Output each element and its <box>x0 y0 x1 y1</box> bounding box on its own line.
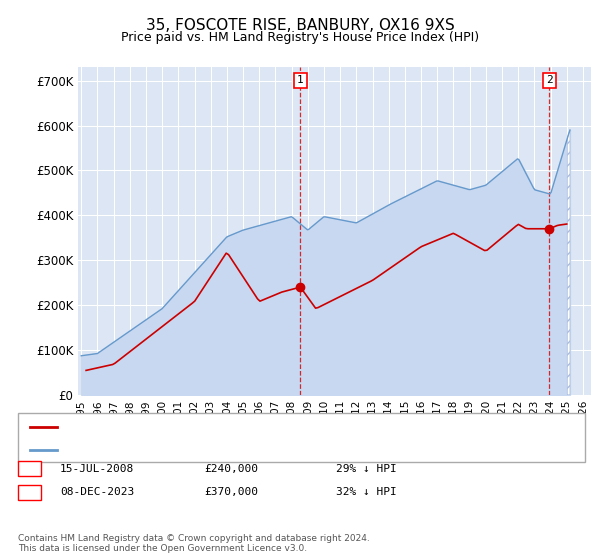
Text: £370,000: £370,000 <box>204 487 258 497</box>
Text: 2: 2 <box>546 76 553 85</box>
Text: Price paid vs. HM Land Registry's House Price Index (HPI): Price paid vs. HM Land Registry's House … <box>121 31 479 44</box>
Text: 15-JUL-2008: 15-JUL-2008 <box>60 464 134 474</box>
Text: 08-DEC-2023: 08-DEC-2023 <box>60 487 134 497</box>
Text: Contains HM Land Registry data © Crown copyright and database right 2024.
This d: Contains HM Land Registry data © Crown c… <box>18 534 370 553</box>
Text: £240,000: £240,000 <box>204 464 258 474</box>
Text: 1: 1 <box>26 464 33 474</box>
Text: 1: 1 <box>297 76 304 85</box>
Text: 35, FOSCOTE RISE, BANBURY, OX16 9XS (detached house): 35, FOSCOTE RISE, BANBURY, OX16 9XS (det… <box>63 422 389 432</box>
Text: 35, FOSCOTE RISE, BANBURY, OX16 9XS: 35, FOSCOTE RISE, BANBURY, OX16 9XS <box>146 18 454 33</box>
Text: 32% ↓ HPI: 32% ↓ HPI <box>336 487 397 497</box>
Text: HPI: Average price, detached house, Cherwell: HPI: Average price, detached house, Cher… <box>63 445 318 455</box>
Text: 2: 2 <box>26 487 33 497</box>
Text: 29% ↓ HPI: 29% ↓ HPI <box>336 464 397 474</box>
